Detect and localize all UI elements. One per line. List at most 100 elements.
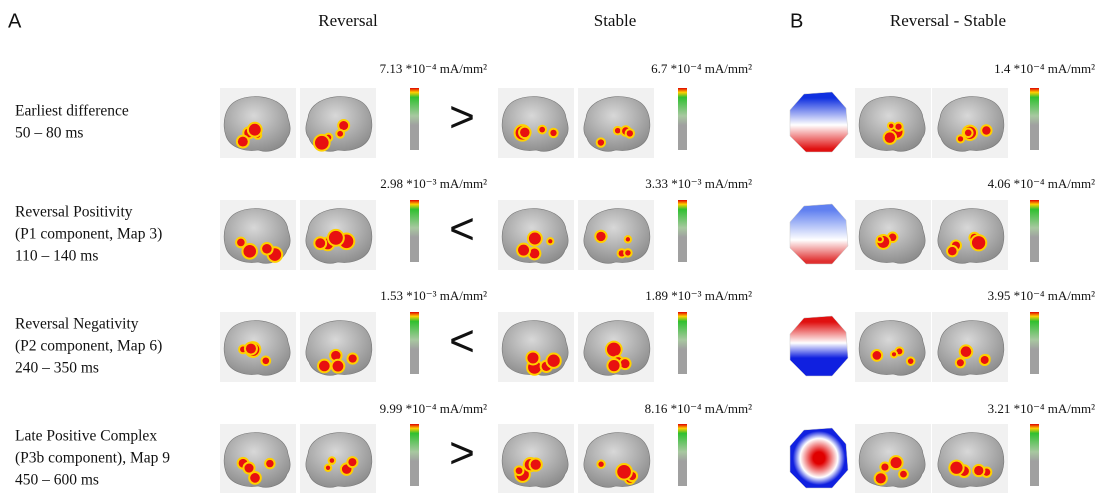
color-bar [1030, 424, 1039, 486]
brain-map [932, 88, 1008, 158]
topographic-map [790, 428, 848, 488]
activation-blob [621, 359, 630, 368]
activation-blob [531, 459, 541, 469]
activation-blob [339, 121, 348, 130]
row-label: 240 – 350 ms [15, 360, 99, 377]
activation-blob [889, 124, 893, 128]
color-bar [410, 424, 419, 486]
activation-blob [961, 346, 972, 357]
activation-blob [627, 130, 633, 136]
activation-blob [520, 128, 530, 138]
brain-map [300, 312, 376, 382]
activation-blob [246, 344, 256, 354]
topographic-map [790, 204, 848, 264]
activation-blob [315, 136, 329, 150]
activation-blob [237, 239, 245, 247]
brain-map [932, 200, 1008, 270]
column-header: Reversal [318, 11, 378, 30]
brain-map [855, 88, 931, 158]
activation-blob [529, 233, 541, 245]
activation-blob [598, 139, 604, 145]
row-label: Reversal Positivity [15, 204, 133, 221]
row-label: (P1 component, Map 3) [15, 226, 162, 243]
row-label: Earliest difference [15, 103, 129, 120]
brain-map [578, 312, 654, 382]
brain-surface [938, 433, 1004, 488]
brain-map [300, 200, 376, 270]
activation-blob [615, 128, 621, 134]
max-value: 7.13 *10⁻⁴ mA/mm² [380, 61, 487, 76]
activation-blob [900, 471, 907, 478]
activation-blob [329, 231, 343, 245]
brain-surface [584, 433, 650, 488]
activation-blob [262, 244, 272, 254]
max-value: 3.33 *10⁻³ mA/mm² [645, 176, 752, 191]
color-bar [1030, 200, 1039, 262]
brain-map [932, 424, 1008, 493]
activation-blob [348, 458, 356, 466]
activation-blob [518, 245, 529, 256]
activation-blob [550, 130, 556, 136]
color-bar [678, 424, 687, 486]
brain-map [578, 424, 654, 493]
activation-blob [625, 250, 630, 255]
activation-blob [262, 357, 269, 364]
activation-blob [547, 355, 559, 367]
color-bar [410, 312, 419, 374]
activation-blob [881, 463, 888, 470]
brain-surface [502, 97, 568, 152]
activation-blob [243, 245, 256, 258]
activation-blob [626, 237, 630, 241]
max-value: 8.16 *10⁻⁴ mA/mm² [645, 401, 752, 416]
activation-blob [876, 473, 886, 483]
activation-blob [337, 131, 343, 137]
activation-blob [891, 457, 902, 468]
figure: ABReversalStableReversal - StableEarlies… [0, 0, 1099, 493]
brain-map [220, 424, 296, 493]
activation-blob [349, 354, 357, 362]
max-value: 9.99 *10⁻⁴ mA/mm² [380, 401, 487, 416]
brain-map [855, 200, 931, 270]
activation-blob [950, 462, 962, 474]
brain-map [220, 312, 296, 382]
brain-map [855, 312, 931, 382]
activation-blob [608, 360, 619, 371]
comparison-symbol: > [449, 93, 475, 142]
topographic-map [790, 316, 848, 376]
brain-surface [584, 209, 650, 264]
brain-surface [938, 97, 1004, 152]
column-header: Reversal - Stable [890, 11, 1006, 30]
row-label: 450 – 600 ms [15, 472, 99, 489]
color-bar [678, 200, 687, 262]
activation-blob [548, 239, 552, 243]
brain-surface [859, 321, 925, 376]
max-value: 1.53 *10⁻³ mA/mm² [380, 288, 487, 303]
row-label: 110 – 140 ms [15, 248, 98, 265]
activation-blob [333, 361, 344, 372]
brain-map [578, 200, 654, 270]
row-label: (P3b component), Map 9 [15, 450, 170, 467]
activation-blob [516, 467, 523, 474]
activation-blob [892, 352, 896, 356]
panel-label: A [8, 10, 22, 32]
activation-blob [895, 124, 901, 130]
activation-blob [527, 352, 538, 363]
activation-blob [981, 356, 989, 364]
activation-blob [319, 361, 330, 372]
activation-blob [948, 247, 957, 256]
brain-map [932, 312, 1008, 382]
panel-label: B [790, 10, 803, 32]
brain-surface [306, 433, 372, 488]
activation-blob [982, 126, 990, 134]
max-value: 3.95 *10⁻⁴ mA/mm² [988, 288, 1095, 303]
row-label: (P2 component, Map 6) [15, 338, 162, 355]
brain-map [578, 88, 654, 158]
color-bar [1030, 312, 1039, 374]
activation-blob [244, 463, 253, 472]
max-value: 1.89 *10⁻³ mA/mm² [645, 288, 752, 303]
brain-map [498, 312, 574, 382]
brain-map [220, 200, 296, 270]
activation-blob [885, 132, 895, 142]
brain-map [300, 88, 376, 158]
activation-blob [598, 462, 603, 467]
